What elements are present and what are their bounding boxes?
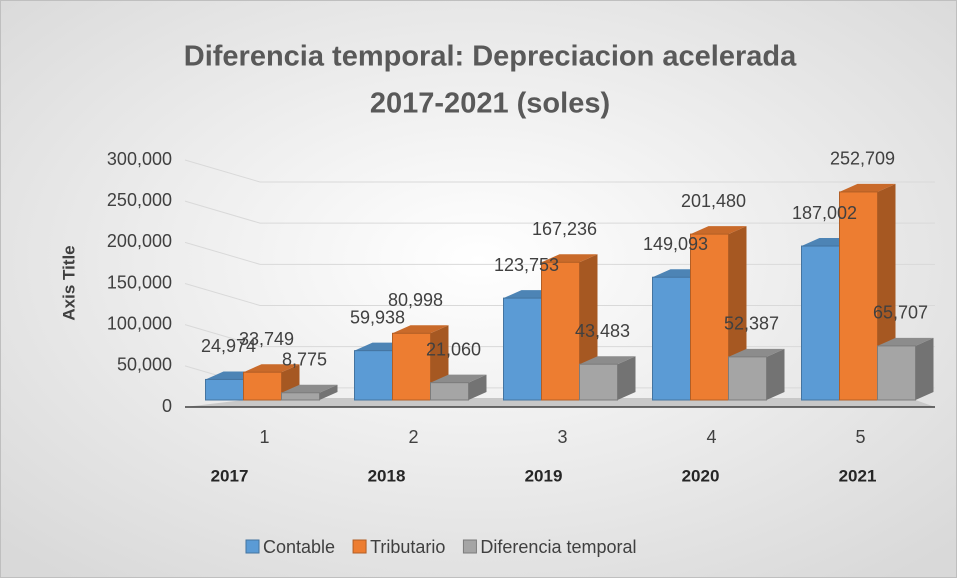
x-tick-label: 1 bbox=[259, 427, 269, 447]
y-tick-label: 50,000 bbox=[117, 355, 172, 375]
x-tick-label: 5 bbox=[855, 427, 865, 447]
y-tick-label: 200,000 bbox=[107, 231, 172, 251]
bar-side bbox=[617, 356, 636, 400]
bar-top bbox=[392, 325, 449, 334]
bar bbox=[392, 332, 431, 401]
chart-title: Diferencia temporal: Depreciacion aceler… bbox=[184, 41, 797, 73]
x-tick-label: 4 bbox=[706, 427, 716, 447]
data-label: 252,709 bbox=[830, 149, 895, 169]
data-label: 80,998 bbox=[388, 290, 443, 310]
bar bbox=[801, 245, 840, 401]
bar-top bbox=[690, 226, 747, 235]
bar bbox=[541, 261, 580, 401]
y-tick-label: 100,000 bbox=[107, 313, 172, 333]
x-group-label: 2021 bbox=[839, 466, 877, 485]
data-label: 59,938 bbox=[350, 307, 405, 327]
data-label: 21,060 bbox=[426, 339, 481, 359]
bar-top bbox=[541, 254, 598, 263]
bar bbox=[652, 276, 691, 401]
bar bbox=[354, 350, 393, 401]
bar-side bbox=[766, 348, 785, 400]
legend-swatch bbox=[462, 539, 477, 554]
bar bbox=[877, 345, 916, 401]
x-group-label: 2019 bbox=[525, 466, 563, 485]
x-group-label: 2017 bbox=[211, 466, 249, 485]
bar bbox=[728, 356, 767, 401]
x-group-label: 2018 bbox=[368, 466, 406, 485]
legend-swatch bbox=[245, 539, 260, 554]
legend-swatch bbox=[352, 539, 367, 554]
x-group-label: 2020 bbox=[682, 466, 720, 485]
data-label: 52,387 bbox=[724, 314, 779, 334]
bar bbox=[205, 378, 244, 401]
bar bbox=[503, 297, 542, 401]
data-label: 201,480 bbox=[681, 191, 746, 211]
legend-label: Diferencia temporal bbox=[480, 537, 636, 557]
data-label: 167,236 bbox=[532, 219, 597, 239]
bar bbox=[430, 382, 469, 401]
chart-title: 2017-2021 (soles) bbox=[370, 88, 610, 120]
data-label: 33,749 bbox=[239, 329, 294, 349]
y-tick-label: 0 bbox=[162, 396, 172, 416]
legend-label: Contable bbox=[263, 537, 335, 557]
data-label: 149,093 bbox=[643, 234, 708, 254]
data-label: 187,002 bbox=[792, 203, 857, 223]
bar-top bbox=[430, 374, 487, 383]
y-tick-label: 300,000 bbox=[107, 149, 172, 169]
y-axis-title: Axis Title bbox=[59, 245, 78, 320]
bar bbox=[243, 371, 282, 401]
grid-line bbox=[184, 200, 935, 224]
bar-top bbox=[243, 364, 300, 373]
bar-side bbox=[319, 384, 338, 400]
data-label: 65,707 bbox=[873, 303, 928, 323]
y-tick-label: 250,000 bbox=[107, 190, 172, 210]
data-label: 8,775 bbox=[282, 350, 327, 370]
grid-line bbox=[184, 159, 935, 183]
y-tick-label: 150,000 bbox=[107, 272, 172, 292]
bar bbox=[690, 233, 729, 401]
x-tick-label: 2 bbox=[408, 427, 418, 447]
bar-top bbox=[877, 337, 934, 346]
bar bbox=[281, 392, 320, 401]
bar-top bbox=[579, 356, 636, 365]
bar-top bbox=[728, 348, 785, 357]
bar-top bbox=[839, 183, 896, 192]
bar bbox=[839, 191, 878, 401]
legend-label: Tributario bbox=[370, 537, 445, 557]
bar-top bbox=[281, 384, 338, 393]
data-label: 24,974 bbox=[201, 336, 256, 356]
bar-side bbox=[915, 337, 934, 400]
data-label: 123,753 bbox=[494, 255, 559, 275]
bar bbox=[579, 363, 618, 401]
x-tick-label: 3 bbox=[557, 427, 567, 447]
data-label: 43,483 bbox=[575, 321, 630, 341]
bar-side bbox=[468, 374, 487, 400]
